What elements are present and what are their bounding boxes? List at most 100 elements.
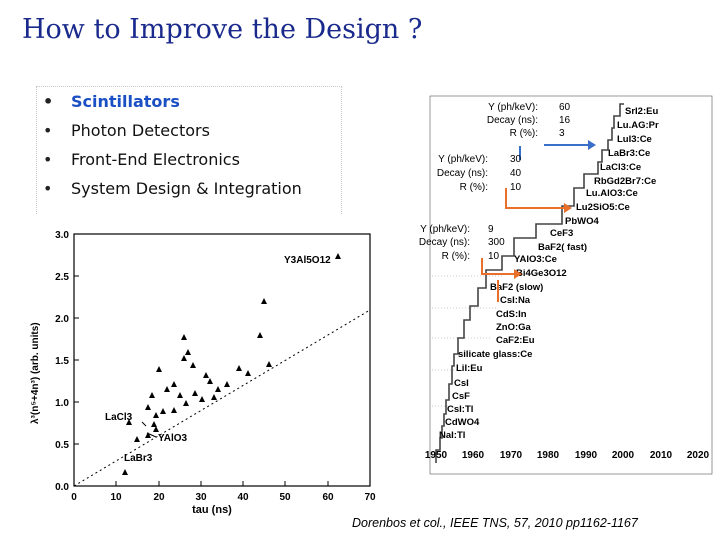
crystal-label: PbWO4 (565, 216, 599, 227)
crystal-label: Lu2SiO5:Ce (576, 202, 630, 213)
annotation-key: R (%): (442, 251, 470, 262)
y-axis-label: λ³(n⁵+4n³) (arb. units) (30, 322, 41, 424)
crystal-label: BaF2 (slow) (490, 282, 543, 293)
crystal-label: LiI:Eu (456, 363, 483, 374)
annotation-key: Decay (ns): (487, 115, 538, 126)
staircase-line (435, 103, 624, 463)
x-ticks: 0 10 20 30 40 50 60 70 (71, 481, 376, 503)
y-tick-label: 1.5 (55, 356, 69, 367)
crystal-label: NaI:Tl (439, 430, 465, 441)
crystal-label: RbGd2Br7:Ce (594, 176, 656, 187)
x-tick-label: 2010 (650, 450, 673, 461)
x-tick-label: 1970 (500, 450, 523, 461)
trend-line (73, 309, 371, 487)
annotation-value: 10 (488, 251, 500, 262)
data-point (177, 392, 183, 398)
data-point (156, 366, 162, 372)
x-tick-label: 10 (110, 492, 122, 503)
crystal-label: CsI:Tl (447, 404, 473, 415)
x-tick-label: 1950 (425, 450, 448, 461)
y-tick-label: 0.0 (55, 482, 69, 493)
annotation-block-1: Y (ph/keV): Decay (ns): R (%): 60 16 3 (487, 102, 571, 139)
crystal-label: CsF (452, 391, 470, 402)
data-point (207, 378, 213, 384)
arrow-blue-head (588, 140, 596, 150)
annotation-key: Y (ph/keV): (420, 224, 470, 235)
data-point (185, 349, 191, 355)
annotation-key: Decay (ns): (437, 168, 488, 179)
label-yag: Y3Al5O12 (284, 255, 331, 266)
data-point (122, 469, 128, 475)
y-tick-label: 2.0 (55, 314, 69, 325)
annotation-key: R (%): (510, 128, 538, 139)
annotation-key: Decay (ns): (419, 237, 470, 248)
y-tick-label: 3.0 (55, 230, 69, 241)
data-point (181, 355, 187, 361)
annotation-block-2: Y (ph/keV): Decay (ns): R (%): 30 40 10 (437, 154, 522, 193)
data-point (183, 400, 189, 406)
timeline-x-ticks: 1950 1960 1970 1980 1990 2000 2010 2020 (425, 450, 710, 461)
x-tick-label: 50 (279, 492, 291, 503)
y-tick-label: 1.0 (55, 398, 69, 409)
page-title: How to Improve the Design ? (22, 14, 423, 45)
data-point (211, 394, 217, 400)
x-tick-label: 2000 (612, 450, 635, 461)
crystal-label: Bi4Ge3O12 (516, 268, 567, 279)
x-tick-label: 40 (237, 492, 249, 503)
y-tick-label: 0.5 (55, 440, 69, 451)
crystal-label: LuI3:Ce (617, 134, 652, 145)
scatter-figure: 0.0 0.5 1.0 1.5 2.0 2.5 3.0 0 10 20 30 4… (22, 214, 382, 516)
annotation-value: 9 (488, 224, 494, 235)
data-point (171, 381, 177, 387)
annotation-key: Y (ph/keV): (438, 154, 488, 165)
citation: Dorenbos et col., IEEE TNS, 57, 2010 pp1… (352, 516, 638, 530)
bullet-item-photon-detectors: Photon Detectors (37, 116, 341, 145)
data-point (236, 365, 242, 371)
annotation-value: 10 (510, 182, 522, 193)
crystal-label: CsI:Na (500, 295, 531, 306)
data-point (160, 408, 166, 414)
data-point (215, 386, 221, 392)
data-point (335, 253, 341, 259)
crystal-label: CdS:In (496, 309, 527, 320)
y-tick-label: 2.5 (55, 272, 69, 283)
data-point (149, 392, 155, 398)
data-point (145, 404, 151, 410)
data-point (261, 298, 267, 304)
annotation-value: 16 (559, 115, 571, 126)
data-point (153, 426, 159, 432)
annotation-value: 40 (510, 168, 522, 179)
x-tick-label: 2020 (687, 450, 710, 461)
data-point (134, 436, 140, 442)
x-tick-label: 1960 (462, 450, 485, 461)
data-point (190, 362, 196, 368)
crystal-label: SrI2:Eu (625, 106, 658, 117)
annotation-key: Y (ph/keV): (488, 102, 538, 113)
data-point (245, 370, 251, 376)
data-point (145, 432, 151, 438)
bullet-item-front-end-electronics: Front-End Electronics (37, 145, 341, 174)
bullet-item-system-design: System Design & Integration (37, 174, 341, 203)
crystal-label: LaBr3:Ce (608, 148, 650, 159)
x-tick-label: 1980 (537, 450, 560, 461)
bullet-item-scintillators: Scintillators (37, 87, 341, 116)
crystal-label: BaF2( fast) (538, 242, 587, 253)
bullet-list: Scintillators Photon Detectors Front-End… (36, 86, 342, 218)
label-yalo: YAlO3 (158, 433, 188, 444)
label-labr: LaBr3 (124, 453, 153, 464)
annotation-key: R (%): (460, 182, 488, 193)
data-point (192, 390, 198, 396)
crystal-label: CeF3 (550, 228, 573, 239)
data-point (203, 372, 209, 378)
x-tick-label: 0 (71, 492, 77, 503)
data-point (164, 386, 170, 392)
crystal-labels: SrI2:Eu Lu.AG:Pr LuI3:Ce LaBr3:Ce LaCl3:… (439, 106, 659, 441)
annotation-value: 60 (559, 102, 571, 113)
data-point (181, 334, 187, 340)
annotation-value: 300 (488, 237, 505, 248)
crystal-label: LaCl3:Ce (600, 162, 641, 173)
data-point (153, 412, 159, 418)
crystal-label: CsI (454, 378, 469, 389)
crystal-label: CdWO4 (445, 417, 480, 428)
x-tick-label: 60 (322, 492, 334, 503)
